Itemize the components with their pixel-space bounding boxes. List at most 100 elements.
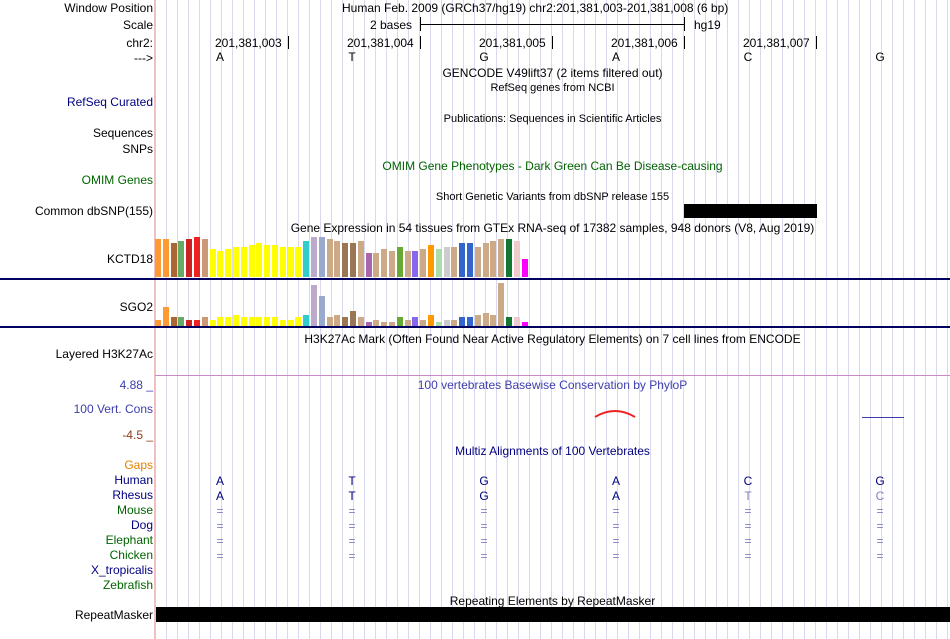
dbsnp-label[interactable]: Common dbSNP(155) bbox=[34, 204, 153, 218]
gtex-tissue-bar[interactable] bbox=[155, 239, 161, 277]
gtex-tissue-bar[interactable] bbox=[490, 315, 497, 326]
gtex-tissue-bar[interactable] bbox=[186, 239, 193, 277]
gtex-tissue-bar[interactable] bbox=[521, 322, 528, 326]
phylop-track-title[interactable]: 100 vertebrates Basewise Conservation by… bbox=[417, 378, 688, 392]
omim-label[interactable]: OMIM Genes bbox=[81, 173, 153, 187]
gtex-tissue-bar[interactable] bbox=[186, 320, 193, 326]
gtex-tissue-bar[interactable] bbox=[287, 247, 294, 277]
gtex-tissue-bar[interactable] bbox=[209, 249, 216, 277]
gtex-tissue-bar[interactable] bbox=[194, 320, 200, 326]
gtex-tissue-bar[interactable] bbox=[217, 317, 224, 326]
gtex-tissue-bar[interactable] bbox=[194, 237, 200, 277]
gtex-sgo2-bars[interactable] bbox=[155, 283, 535, 326]
gtex-tissue-bar[interactable] bbox=[498, 283, 505, 326]
gtex-tissue-bar[interactable] bbox=[474, 247, 481, 277]
gtex-tissue-bar[interactable] bbox=[459, 317, 466, 326]
gtex-tissue-bar[interactable] bbox=[381, 322, 388, 326]
gtex-tissue-bar[interactable] bbox=[318, 237, 325, 277]
gtex-tissue-bar[interactable] bbox=[428, 315, 434, 326]
refseq-track-title[interactable]: RefSeq genes from NCBI bbox=[490, 82, 615, 94]
gtex-tissue-bar[interactable] bbox=[326, 239, 333, 277]
species-elephant-label[interactable]: Elephant bbox=[105, 533, 153, 547]
gtex-tissue-bar[interactable] bbox=[482, 313, 489, 326]
gencode-track-title[interactable]: GENCODE V49lift37 (2 items filtered out) bbox=[442, 66, 663, 80]
gtex-tissue-bar[interactable] bbox=[506, 239, 512, 277]
gtex-tissue-bar[interactable] bbox=[365, 253, 372, 277]
gtex-tissue-bar[interactable] bbox=[404, 251, 411, 277]
gtex-tissue-bar[interactable] bbox=[326, 317, 333, 326]
gtex-tissue-bar[interactable] bbox=[279, 320, 286, 326]
gtex-tissue-bar[interactable] bbox=[201, 239, 208, 277]
gtex-tissue-bar[interactable] bbox=[474, 315, 481, 326]
dbsnp-track-title[interactable]: Short Genetic Variants from dbSNP releas… bbox=[435, 191, 670, 203]
gtex-tissue-bar[interactable] bbox=[334, 315, 341, 326]
gtex-tissue-bar[interactable] bbox=[264, 317, 271, 326]
gtex-tissue-bar[interactable] bbox=[178, 317, 185, 326]
gtex-tissue-bar[interactable] bbox=[404, 320, 411, 326]
gtex-tissue-bar[interactable] bbox=[412, 251, 419, 277]
gtex-tissue-bar[interactable] bbox=[240, 317, 247, 326]
gtex-tissue-bar[interactable] bbox=[381, 249, 388, 277]
gtex-tissue-bar[interactable] bbox=[318, 296, 325, 326]
gtex-kctd18-bars[interactable] bbox=[155, 237, 535, 277]
phylop-label[interactable]: 100 Vert. Cons bbox=[73, 402, 153, 416]
gtex-tissue-bar[interactable] bbox=[357, 241, 364, 277]
gtex-tissue-bar[interactable] bbox=[490, 241, 497, 277]
gtex-tissue-bar[interactable] bbox=[248, 317, 255, 326]
gtex-tissue-bar[interactable] bbox=[311, 237, 317, 277]
gtex-tissue-bar[interactable] bbox=[420, 249, 427, 277]
species-dog-label[interactable]: Dog bbox=[130, 518, 153, 532]
gtex-tissue-bar[interactable] bbox=[443, 247, 450, 277]
gtex-tissue-bar[interactable] bbox=[373, 253, 380, 277]
gtex-tissue-bar[interactable] bbox=[365, 322, 372, 326]
gtex-gene-sgo2-label[interactable]: SGO2 bbox=[119, 300, 153, 314]
gtex-tissue-bar[interactable] bbox=[428, 245, 434, 277]
gtex-tissue-bar[interactable] bbox=[225, 249, 232, 277]
gtex-tissue-bar[interactable] bbox=[162, 239, 169, 277]
gtex-tissue-bar[interactable] bbox=[435, 249, 442, 277]
repeatmasker-label[interactable]: RepeatMasker bbox=[74, 608, 153, 622]
gtex-tissue-bar[interactable] bbox=[178, 241, 185, 277]
species-rhesus-label[interactable]: Rhesus bbox=[112, 488, 153, 502]
species-zebrafish-label[interactable]: Zebrafish bbox=[102, 578, 153, 592]
gtex-tissue-bar[interactable] bbox=[264, 245, 271, 277]
refseq-label[interactable]: RefSeq Curated bbox=[66, 95, 153, 109]
gtex-tissue-bar[interactable] bbox=[451, 320, 458, 326]
gtex-tissue-bar[interactable] bbox=[459, 243, 466, 277]
gtex-tissue-bar[interactable] bbox=[201, 317, 208, 326]
sequences-label[interactable]: Sequences bbox=[92, 126, 153, 140]
omim-track-title[interactable]: OMIM Gene Phenotypes - Dark Green Can Be… bbox=[382, 159, 723, 173]
species-xtropicalis-label[interactable]: X_tropicalis bbox=[90, 563, 153, 577]
gtex-tissue-bar[interactable] bbox=[389, 251, 395, 277]
gtex-track-title[interactable]: Gene Expression in 54 tissues from GTEx … bbox=[290, 221, 815, 235]
gtex-tissue-bar[interactable] bbox=[334, 241, 341, 277]
gtex-gene-kctd18-label[interactable]: KCTD18 bbox=[106, 252, 153, 266]
gtex-tissue-bar[interactable] bbox=[482, 243, 489, 277]
publications-track-title[interactable]: Publications: Sequences in Scientific Ar… bbox=[443, 113, 662, 125]
gtex-tissue-bar[interactable] bbox=[279, 247, 286, 277]
gtex-tissue-bar[interactable] bbox=[342, 243, 349, 277]
gtex-tissue-bar[interactable] bbox=[248, 245, 255, 277]
multiz-track-title[interactable]: Multiz Alignments of 100 Vertebrates bbox=[455, 444, 650, 458]
gtex-tissue-bar[interactable] bbox=[311, 285, 317, 326]
gtex-tissue-bar[interactable] bbox=[396, 247, 403, 277]
gtex-tissue-bar[interactable] bbox=[342, 317, 349, 326]
gtex-tissue-bar[interactable] bbox=[170, 317, 177, 326]
gtex-tissue-bar[interactable] bbox=[373, 320, 380, 326]
gtex-tissue-bar[interactable] bbox=[513, 241, 520, 277]
gtex-tissue-bar[interactable] bbox=[155, 320, 161, 326]
gtex-tissue-bar[interactable] bbox=[272, 317, 278, 326]
gtex-tissue-bar[interactable] bbox=[256, 317, 263, 326]
gtex-tissue-bar[interactable] bbox=[240, 247, 247, 277]
gtex-tissue-bar[interactable] bbox=[412, 317, 419, 326]
species-chicken-label[interactable]: Chicken bbox=[109, 548, 153, 562]
gtex-tissue-bar[interactable] bbox=[521, 259, 528, 277]
gtex-tissue-bar[interactable] bbox=[209, 320, 216, 326]
gtex-tissue-bar[interactable] bbox=[357, 317, 364, 326]
gtex-tissue-bar[interactable] bbox=[295, 247, 302, 277]
gtex-tissue-bar[interactable] bbox=[443, 320, 450, 326]
h3k27ac-label[interactable]: Layered H3K27Ac bbox=[55, 347, 153, 361]
species-mouse-label[interactable]: Mouse bbox=[116, 503, 153, 517]
gtex-tissue-bar[interactable] bbox=[303, 315, 310, 326]
repeatmasker-track-title[interactable]: Repeating Elements by RepeatMasker bbox=[449, 594, 656, 608]
